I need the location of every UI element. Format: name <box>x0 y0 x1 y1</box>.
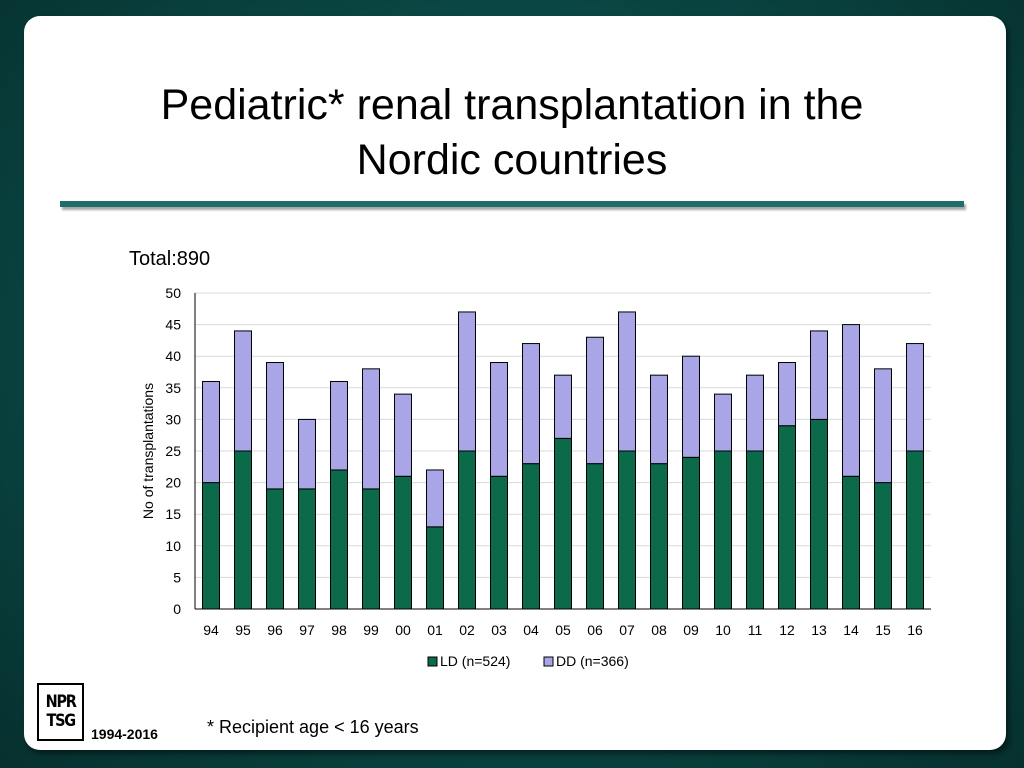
bar-ld-15 <box>874 482 892 610</box>
bar-ld-09 <box>682 456 700 610</box>
bar-dd-96 <box>266 362 284 490</box>
y-tick-label: 10 <box>165 538 181 554</box>
bar-ld-00 <box>394 475 412 610</box>
legend-label-dd: DD (n=366) <box>556 653 629 669</box>
x-tick-label: 15 <box>875 622 891 638</box>
x-tick-label: 12 <box>779 622 795 638</box>
x-tick-label: 95 <box>235 622 251 638</box>
title-line-1: Pediatric* renal transplantation in the <box>160 81 864 129</box>
bar-dd-03 <box>490 362 508 477</box>
bar-ld-96 <box>266 488 284 610</box>
bar-ld-13 <box>810 418 828 610</box>
bar-dd-16 <box>906 343 924 452</box>
bar-dd-08 <box>650 374 668 465</box>
bar-ld-02 <box>458 450 476 610</box>
y-tick-label: 5 <box>173 569 181 585</box>
x-tick-label: 08 <box>651 622 667 638</box>
x-tick-label: 02 <box>459 622 475 638</box>
bar-ld-04 <box>522 463 540 610</box>
x-tick-label: 06 <box>587 622 603 638</box>
bar-dd-15 <box>874 368 892 484</box>
bar-dd-00 <box>394 393 412 477</box>
bar-ld-98 <box>330 469 348 610</box>
bar-ld-11 <box>746 450 764 610</box>
title-divider <box>60 201 964 207</box>
logo-line-2: TSG <box>46 711 76 731</box>
x-tick-label: 99 <box>363 622 379 638</box>
bar-ld-94 <box>202 482 220 610</box>
y-tick-label: 45 <box>165 317 181 333</box>
bar-ld-97 <box>298 488 316 610</box>
bar-ld-99 <box>362 488 380 610</box>
logo-text: NPR TSG <box>45 692 77 731</box>
x-tick-label: 09 <box>683 622 699 638</box>
bar-dd-99 <box>362 368 380 490</box>
total-label: Total:890 <box>129 248 211 270</box>
bar-ld-12 <box>778 425 796 610</box>
bar-dd-12 <box>778 362 796 427</box>
x-tick-label: 94 <box>203 622 219 638</box>
y-tick-label: 0 <box>173 601 181 617</box>
bar-ld-08 <box>650 463 668 610</box>
y-tick-label: 40 <box>165 348 181 364</box>
x-tick-label: 00 <box>395 622 411 638</box>
y-tick-label: 35 <box>165 380 181 396</box>
bar-dd-04 <box>522 343 540 465</box>
x-tick-label: 13 <box>811 622 827 638</box>
x-tick-label: 07 <box>619 622 635 638</box>
y-tick-label: 15 <box>165 506 181 522</box>
x-tick-label: 10 <box>715 622 731 638</box>
y-axis-label: No of transplantations <box>140 383 156 519</box>
x-tick-label: 16 <box>907 622 923 638</box>
y-tick-label: 20 <box>165 475 181 491</box>
bar-dd-09 <box>682 355 700 458</box>
bar-ld-07 <box>618 450 636 610</box>
bar-dd-11 <box>746 374 764 452</box>
x-tick-label: 14 <box>843 622 859 638</box>
logo-line-1: NPR <box>45 692 77 712</box>
slide-title: Pediatric* renal transplantation in the … <box>0 78 1024 188</box>
x-tick-label: 98 <box>331 622 347 638</box>
legend-swatch-dd <box>543 656 554 667</box>
y-tick-label: 25 <box>165 443 181 459</box>
x-tick-label: 05 <box>555 622 571 638</box>
legend-label-ld: LD (n=524) <box>440 653 510 669</box>
bar-dd-05 <box>554 374 572 439</box>
years-label: 1994-2016 <box>91 726 158 742</box>
bar-ld-10 <box>714 450 732 610</box>
bar-dd-01 <box>426 469 444 528</box>
bar-dd-06 <box>586 336 604 465</box>
bar-ld-01 <box>426 526 444 610</box>
bar-ld-95 <box>234 450 252 610</box>
bar-dd-07 <box>618 311 636 452</box>
x-tick-label: 04 <box>523 622 539 638</box>
bar-dd-94 <box>202 380 220 484</box>
bar-ld-05 <box>554 437 572 610</box>
y-tick-label: 50 <box>165 285 181 301</box>
bar-dd-13 <box>810 330 828 420</box>
x-tick-label: 96 <box>267 622 283 638</box>
npr-tsg-logo: NPR TSG <box>37 683 84 741</box>
footnote: * Recipient age < 16 years <box>207 717 419 737</box>
bar-ld-06 <box>586 463 604 610</box>
bar-ld-16 <box>906 450 924 610</box>
bar-dd-98 <box>330 380 348 471</box>
x-tick-label: 11 <box>748 622 763 638</box>
bar-ld-14 <box>842 475 860 610</box>
x-tick-label: 01 <box>427 622 443 638</box>
y-tick-label: 30 <box>165 411 181 427</box>
legend-swatch-ld <box>427 656 438 667</box>
bar-dd-10 <box>714 393 732 452</box>
x-tick-label: 03 <box>491 622 507 638</box>
bar-dd-97 <box>298 418 316 490</box>
title-line-2: Nordic countries <box>356 136 668 184</box>
bar-dd-95 <box>234 330 252 452</box>
bar-ld-03 <box>490 475 508 610</box>
bar-dd-14 <box>842 324 860 477</box>
bar-dd-02 <box>458 311 476 452</box>
x-tick-label: 97 <box>299 622 315 638</box>
